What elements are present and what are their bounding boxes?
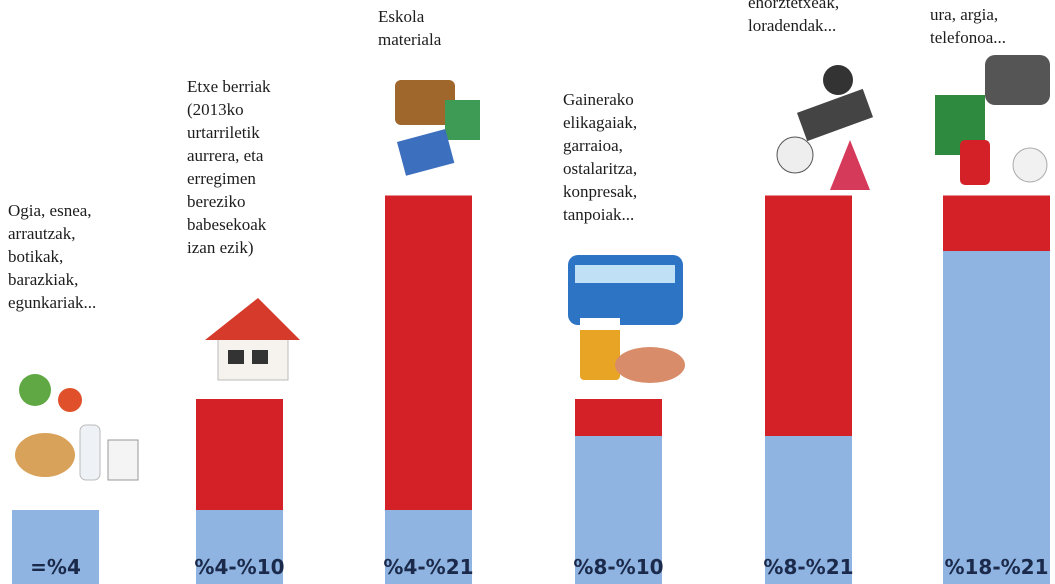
category-label: izan ezik) bbox=[187, 238, 254, 257]
category-label: (2013ko bbox=[187, 100, 244, 119]
bar-base bbox=[196, 510, 283, 584]
category-label: Etxe berriak bbox=[187, 77, 271, 96]
food-icon bbox=[15, 374, 139, 481]
bar-base bbox=[765, 436, 852, 584]
category-label: konpresak, bbox=[563, 182, 637, 201]
category-label: loradendak... bbox=[748, 16, 836, 35]
bar-increase bbox=[765, 195, 852, 436]
value-label: %8-%10 bbox=[573, 555, 663, 579]
category-label: urtarriletik bbox=[187, 123, 260, 142]
bar-base bbox=[943, 251, 1050, 584]
bar-base bbox=[12, 510, 99, 584]
category-label: ostalaritza, bbox=[563, 159, 637, 178]
category-label: babesekoak bbox=[187, 215, 267, 234]
category-label: bereziko bbox=[187, 192, 246, 211]
value-label: %18-%21 bbox=[944, 555, 1048, 579]
category-label: arrautzak, bbox=[8, 224, 75, 243]
category-label: tanpoiak... bbox=[563, 205, 634, 224]
bar-increase bbox=[196, 399, 283, 510]
bar-increase bbox=[575, 399, 662, 436]
category-label: Gainerako bbox=[563, 90, 634, 109]
value-label: %4-%10 bbox=[194, 555, 284, 579]
category-label: elikagaiak, bbox=[563, 113, 637, 132]
category-label: barazkiak, bbox=[8, 270, 78, 289]
category-label: Eskola bbox=[378, 7, 425, 26]
bar-base bbox=[575, 436, 662, 584]
category-label: materiala bbox=[378, 30, 442, 49]
bar-base bbox=[385, 510, 472, 584]
category-label: erregimen bbox=[187, 169, 256, 188]
value-label: %8-%21 bbox=[763, 555, 853, 579]
category-label: garraioa, bbox=[563, 136, 623, 155]
house-icon bbox=[205, 298, 300, 381]
school-icon bbox=[395, 80, 480, 176]
culture-icon bbox=[776, 65, 874, 190]
category-label: aurrera, eta bbox=[187, 146, 264, 165]
bar-increase bbox=[943, 195, 1050, 251]
utilities-icon bbox=[935, 55, 1050, 185]
category-label: Ogia, esnea, bbox=[8, 201, 92, 220]
icons bbox=[15, 55, 1050, 481]
bar-increase bbox=[385, 195, 472, 510]
category-label: egunkariak... bbox=[8, 293, 96, 312]
category-label: telefonoa... bbox=[930, 28, 1006, 47]
bus-icon bbox=[568, 255, 685, 383]
value-label: %4-%21 bbox=[383, 555, 473, 579]
category-label: botikak, bbox=[8, 247, 63, 266]
value-label: =%4 bbox=[30, 555, 81, 579]
category-label: ehorztetxeak, bbox=[748, 0, 839, 12]
category-label: ura, argia, bbox=[930, 5, 998, 24]
